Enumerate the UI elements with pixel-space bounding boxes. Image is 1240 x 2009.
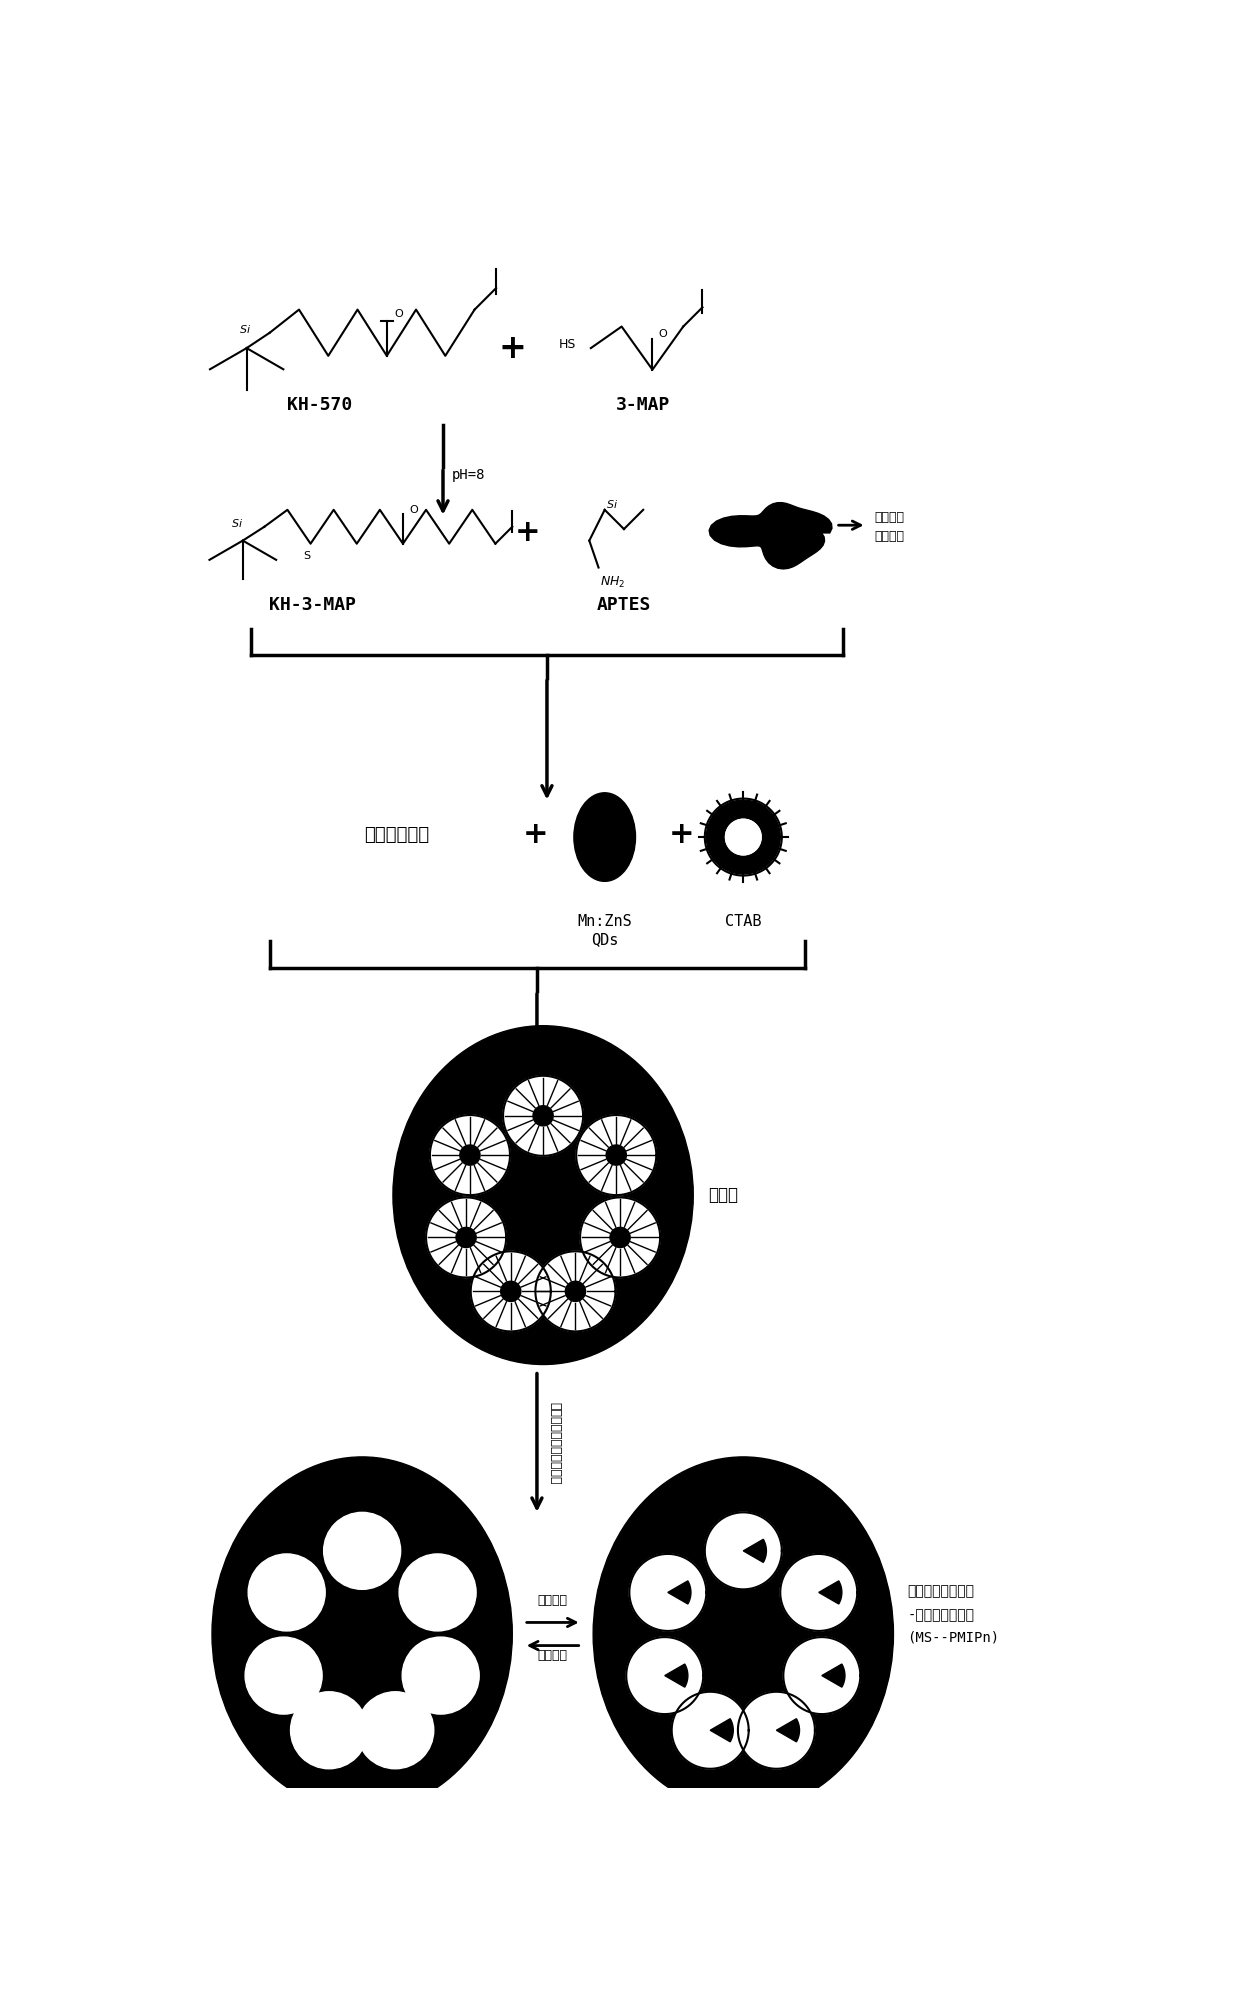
Text: O: O xyxy=(409,504,418,514)
Circle shape xyxy=(427,1197,506,1278)
Circle shape xyxy=(533,1105,553,1125)
Circle shape xyxy=(565,1282,585,1302)
Ellipse shape xyxy=(574,794,635,882)
Text: $Si$: $Si$ xyxy=(606,498,619,510)
Text: $Si$: $Si$ xyxy=(231,516,243,528)
Text: CTAB: CTAB xyxy=(725,914,761,928)
Circle shape xyxy=(784,1637,861,1714)
Circle shape xyxy=(780,1553,857,1631)
Text: Mn:ZnS: Mn:ZnS xyxy=(578,914,632,928)
Circle shape xyxy=(610,1227,630,1248)
Text: 重新结合: 重新结合 xyxy=(537,1593,568,1607)
Text: O: O xyxy=(658,329,667,340)
Text: O: O xyxy=(394,309,403,319)
Text: +: + xyxy=(498,331,526,364)
Circle shape xyxy=(246,1637,322,1714)
Circle shape xyxy=(460,1145,480,1165)
Circle shape xyxy=(471,1252,551,1332)
Text: 复合物: 复合物 xyxy=(708,1185,739,1203)
Text: pH=8: pH=8 xyxy=(453,468,486,482)
Text: $NH_2$: $NH_2$ xyxy=(600,575,625,591)
Text: TEOS: TEOS xyxy=(548,1037,563,1073)
Text: KH-3-MAP: KH-3-MAP xyxy=(269,597,356,615)
Circle shape xyxy=(577,1115,656,1195)
Text: +: + xyxy=(707,518,733,546)
Text: 预作用复合物: 预作用复合物 xyxy=(365,826,429,844)
Circle shape xyxy=(606,1145,626,1165)
Circle shape xyxy=(290,1692,367,1768)
Wedge shape xyxy=(668,1581,691,1603)
Wedge shape xyxy=(711,1720,733,1742)
Circle shape xyxy=(536,1252,615,1332)
Circle shape xyxy=(402,1637,479,1714)
Text: APTES: APTES xyxy=(596,597,651,615)
Ellipse shape xyxy=(593,1457,894,1810)
Circle shape xyxy=(725,820,761,854)
Text: 司帕沙星: 司帕沙星 xyxy=(874,530,904,542)
Circle shape xyxy=(399,1553,476,1631)
Wedge shape xyxy=(776,1720,800,1742)
Text: S: S xyxy=(303,550,310,561)
Circle shape xyxy=(672,1692,749,1768)
Wedge shape xyxy=(665,1663,688,1688)
Circle shape xyxy=(357,1692,434,1768)
Circle shape xyxy=(503,1075,583,1155)
Text: 模板分子: 模板分子 xyxy=(874,510,904,524)
Wedge shape xyxy=(818,1581,842,1603)
Circle shape xyxy=(430,1115,510,1195)
Polygon shape xyxy=(707,800,780,874)
Circle shape xyxy=(456,1227,476,1248)
Circle shape xyxy=(580,1197,660,1278)
Text: 循环使用: 循环使用 xyxy=(537,1649,568,1661)
Text: QDs: QDs xyxy=(591,932,619,946)
Polygon shape xyxy=(709,502,832,569)
Text: +: + xyxy=(515,518,541,546)
Text: 司帕沙星分子印迹: 司帕沙星分子印迹 xyxy=(908,1585,975,1599)
Wedge shape xyxy=(743,1539,766,1563)
Text: -量子点介孔材料: -量子点介孔材料 xyxy=(908,1607,975,1621)
Text: 去除模板分子泞除江内层: 去除模板分子泞除江内层 xyxy=(548,1402,562,1485)
Circle shape xyxy=(630,1553,707,1631)
Circle shape xyxy=(324,1513,401,1589)
Circle shape xyxy=(248,1553,325,1631)
Ellipse shape xyxy=(393,1027,693,1364)
Text: +: + xyxy=(522,820,548,850)
Circle shape xyxy=(626,1637,703,1714)
Circle shape xyxy=(501,1282,521,1302)
Text: HS: HS xyxy=(558,338,575,352)
Text: (MS--PMIPn): (MS--PMIPn) xyxy=(908,1631,999,1645)
Text: KH-570: KH-570 xyxy=(288,396,352,414)
Text: $Si$: $Si$ xyxy=(239,323,250,336)
Ellipse shape xyxy=(212,1457,512,1810)
Text: +: + xyxy=(668,820,694,850)
Wedge shape xyxy=(822,1663,844,1688)
Circle shape xyxy=(704,1513,781,1589)
Text: 3-MAP: 3-MAP xyxy=(616,396,671,414)
Circle shape xyxy=(738,1692,815,1768)
